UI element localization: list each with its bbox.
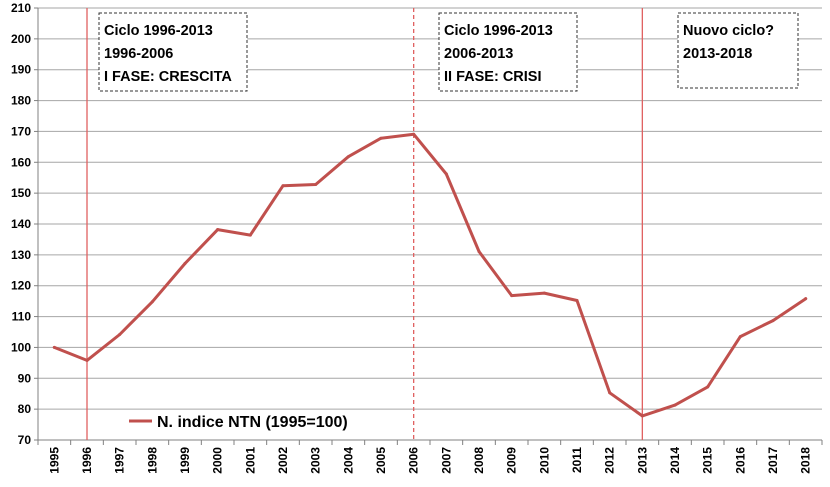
legend-label: N. indice NTN (1995=100) — [157, 414, 348, 431]
data-point-2004 — [346, 155, 350, 159]
data-point-2008 — [477, 249, 481, 253]
annotation-0-line-1: 1996-2006 — [104, 46, 173, 62]
x-tick-2004: 2004 — [341, 447, 355, 474]
data-point-1996 — [85, 358, 89, 362]
data-point-2000 — [216, 228, 220, 232]
data-point-1995 — [52, 345, 56, 349]
series-line-0 — [52, 132, 808, 418]
y-tick-150: 150 — [11, 186, 31, 200]
data-point-1998 — [150, 300, 154, 304]
data-point-2016 — [738, 335, 742, 339]
y-tick-130: 130 — [11, 248, 31, 262]
data-point-2017 — [771, 319, 775, 323]
data-point-2018 — [804, 297, 808, 301]
data-point-2009 — [510, 294, 514, 298]
y-tick-200: 200 — [11, 32, 31, 46]
x-tick-2016: 2016 — [733, 447, 747, 474]
y-tick-110: 110 — [12, 310, 32, 324]
y-tick-180: 180 — [11, 94, 31, 108]
annotation-box-1 — [438, 12, 578, 92]
x-tick-2000: 2000 — [211, 447, 225, 474]
y-tick-100: 100 — [11, 340, 31, 354]
x-tick-2013: 2013 — [635, 447, 649, 474]
data-point-2012 — [608, 391, 612, 395]
legend: N. indice NTN (1995=100) — [129, 414, 348, 431]
annotation-0-line-0: Ciclo 1996-2013 — [104, 23, 213, 39]
data-point-2014 — [673, 403, 677, 407]
y-tick-80: 80 — [18, 402, 32, 416]
data-point-2002 — [281, 184, 285, 188]
annotations: Ciclo 1996-2013 1996-2006 I FASE: CRESCITA… — [98, 12, 799, 92]
x-tick-2001: 2001 — [243, 447, 257, 474]
x-tick-2006: 2006 — [407, 447, 421, 474]
data-point-2007 — [444, 172, 448, 176]
annotation-box-2 — [677, 12, 799, 89]
x-tick-labels: 1995 1996 1997 1998 1999 2000 2001 2002 2003 2004… — [47, 447, 812, 474]
x-tick-2009: 2009 — [505, 447, 519, 474]
data-point-2003 — [314, 183, 318, 187]
series-layer — [52, 132, 808, 418]
y-tick-170: 170 — [11, 124, 31, 138]
x-tick-2014: 2014 — [668, 447, 682, 474]
annotation-0-line-2: I FASE: CRESCITA — [104, 69, 232, 85]
x-tick-2002: 2002 — [276, 447, 290, 474]
x-tick-1999: 1999 — [178, 447, 192, 474]
annotation-1-line-0: Ciclo 1996-2013 — [444, 23, 553, 39]
y-tick-210: 210 — [11, 1, 31, 15]
axes — [34, 7, 823, 445]
x-tick-2005: 2005 — [374, 447, 388, 474]
data-point-2010 — [542, 291, 546, 295]
x-tick-2017: 2017 — [766, 447, 780, 474]
data-point-2013 — [640, 414, 644, 418]
data-point-1997 — [118, 332, 122, 336]
data-point-2001 — [248, 233, 252, 237]
x-tick-2012: 2012 — [603, 447, 617, 474]
data-point-2005 — [379, 136, 383, 140]
y-tick-labels: 70 80 90 100 110 120 130 140 150 160 170 180 190 200 2… — [11, 1, 31, 447]
y-tick-120: 120 — [11, 279, 31, 293]
x-tick-2007: 2007 — [439, 447, 453, 474]
data-point-1999 — [183, 261, 187, 265]
vertical-markers — [86, 8, 643, 440]
annotation-2-line-0: Nuovo ciclo? — [683, 23, 774, 39]
x-tick-2018: 2018 — [799, 447, 813, 474]
data-point-2015 — [706, 385, 710, 389]
y-tick-190: 190 — [11, 63, 31, 77]
annotation-1-line-2: II FASE: CRISI — [444, 69, 542, 85]
x-tick-1997: 1997 — [113, 447, 127, 474]
x-tick-2010: 2010 — [537, 447, 551, 474]
x-tick-2015: 2015 — [701, 447, 715, 474]
data-point-2006 — [412, 132, 416, 136]
x-tick-2003: 2003 — [309, 447, 323, 474]
x-tick-1996: 1996 — [80, 447, 94, 474]
x-tick-1995: 1995 — [47, 447, 61, 474]
y-tick-160: 160 — [11, 155, 31, 169]
annotation-2-line-1: 2013-2018 — [683, 46, 752, 62]
y-tick-140: 140 — [11, 217, 31, 231]
data-point-2011 — [575, 299, 579, 303]
y-tick-90: 90 — [18, 371, 32, 385]
annotation-box-0 — [98, 12, 248, 92]
x-tick-2011: 2011 — [570, 447, 584, 473]
y-tick-70: 70 — [18, 433, 32, 447]
x-tick-1998: 1998 — [145, 447, 159, 474]
annotation-1-line-1: 2006-2013 — [444, 46, 513, 62]
x-tick-2008: 2008 — [472, 447, 486, 474]
